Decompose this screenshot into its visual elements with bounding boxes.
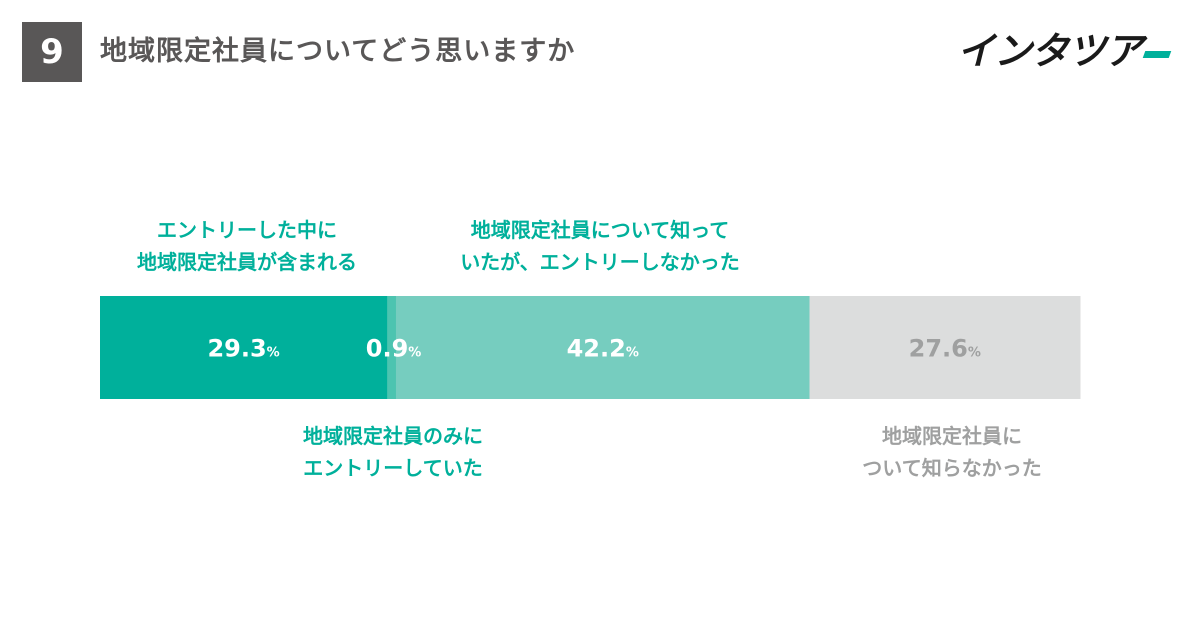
value-unit-entry-included: % — [267, 346, 280, 361]
label-did-not-know-line1: 地域限定社員に — [882, 424, 1022, 448]
label-only-limited-line2: エントリーしていた — [303, 456, 483, 480]
value-label-knew-not-entered: 42.2% — [567, 335, 639, 363]
value-unit-did-not-know: % — [968, 346, 981, 361]
value-unit-knew-not-entered: % — [626, 346, 639, 361]
value-number-knew-not-entered: 42.2 — [567, 335, 626, 363]
value-number-entry-included: 29.3 — [207, 335, 266, 363]
logo-text: インタツア — [956, 29, 1143, 73]
value-number-only-limited: 0.9 — [366, 335, 409, 363]
bar-segment-knew-not-entered — [395, 296, 811, 399]
label-entry-included: エントリーした中に 地域限定社員が含まれる — [122, 214, 372, 278]
label-only-limited: 地域限定社員のみに エントリーしていた — [268, 420, 518, 484]
label-knew-not-entered-line2: いたが、エントリーしなかった — [460, 250, 740, 274]
bar-segment-only-limited — [387, 296, 397, 399]
label-only-limited-line1: 地域限定社員のみに — [303, 424, 483, 448]
label-entry-included-line2: 地域限定社員が含まれる — [137, 250, 357, 274]
label-did-not-know-line2: ついて知らなかった — [862, 456, 1042, 480]
question-number: 9 — [40, 32, 64, 72]
value-label-did-not-know: 27.6% — [909, 335, 981, 363]
label-knew-not-entered: 地域限定社員について知って いたが、エントリーしなかった — [440, 214, 760, 278]
value-unit-only-limited: % — [408, 346, 421, 361]
question-title: 地域限定社員についてどう思いますか — [100, 36, 576, 67]
label-entry-included-line1: エントリーした中に — [157, 218, 337, 242]
label-knew-not-entered-line1: 地域限定社員について知って — [470, 218, 730, 242]
value-number-did-not-know: 27.6 — [909, 335, 968, 363]
bar-segment-did-not-know — [809, 296, 1081, 399]
label-did-not-know: 地域限定社員に ついて知らなかった — [842, 420, 1062, 484]
brand-logo: インタツア — [956, 26, 1172, 76]
bar-segment-entry-included — [100, 296, 388, 399]
value-label-only-limited: 0.9% — [366, 335, 422, 363]
value-label-entry-included: 29.3% — [207, 335, 279, 363]
question-number-badge: 9 — [22, 22, 82, 82]
